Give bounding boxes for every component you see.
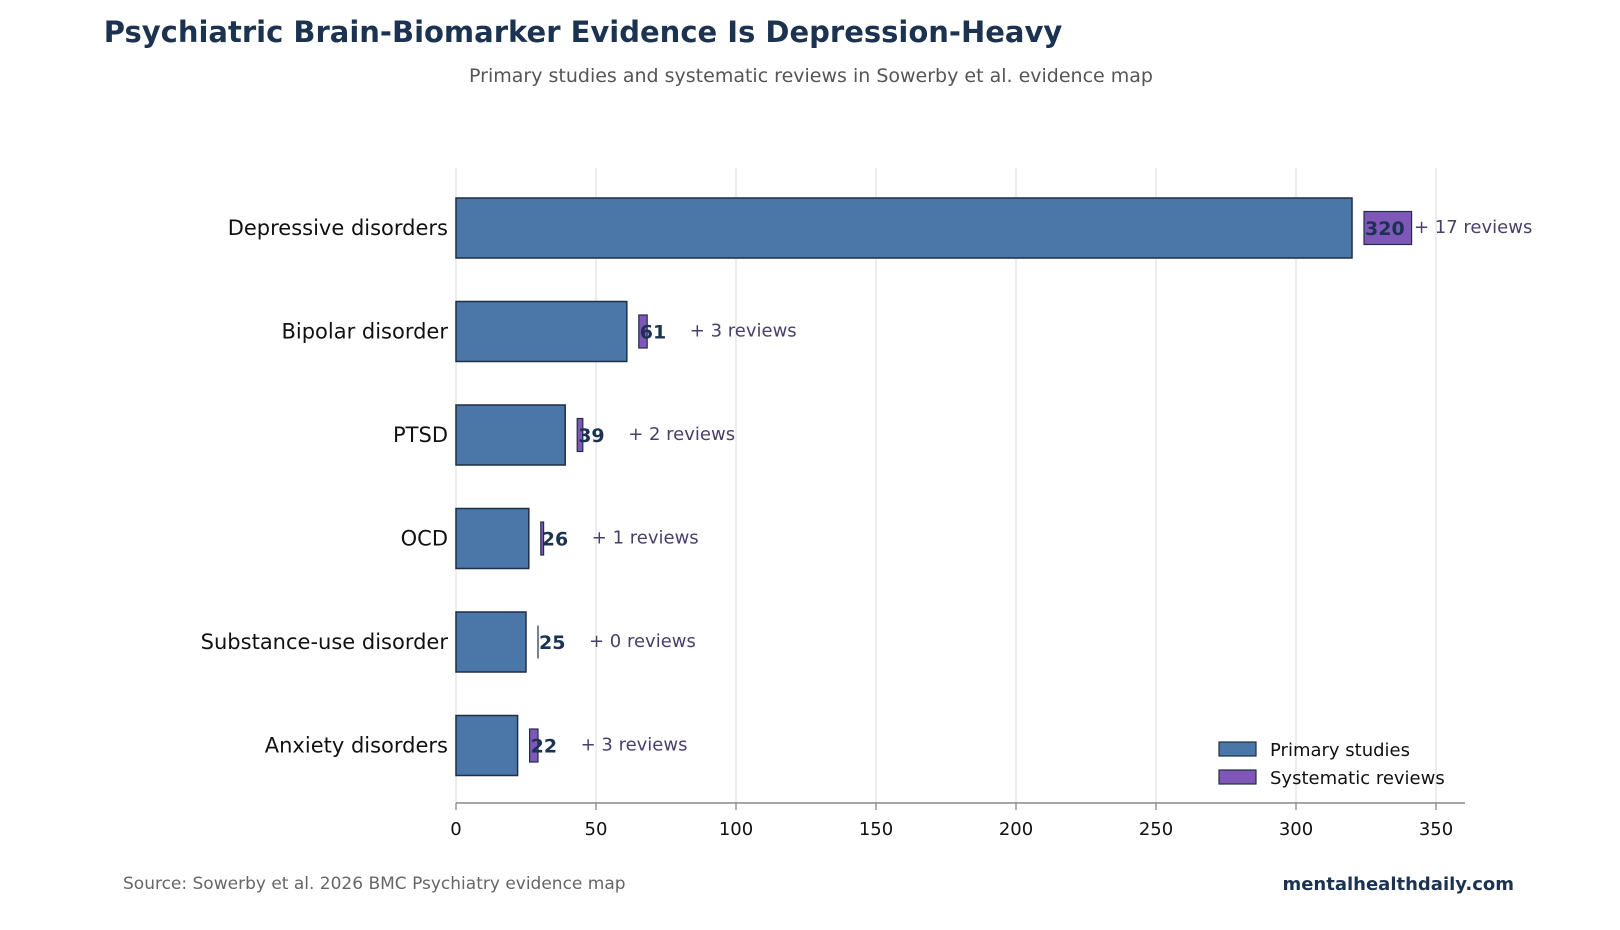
reviews-label: + 2 reviews: [628, 424, 735, 445]
value-label: 26: [542, 529, 568, 551]
bar-primary: [455, 611, 527, 673]
brand-label: mentalhealthdaily.com: [1282, 874, 1514, 895]
value-label: 22: [531, 736, 557, 758]
source-note: Source: Sowerby et al. 2026 BMC Psychiat…: [123, 874, 626, 894]
x-tick-label: 200: [999, 819, 1033, 840]
bar-review: [540, 521, 545, 556]
x-tick-label: 50: [585, 819, 608, 840]
grid-lines: [455, 168, 1437, 803]
x-tick-label: 250: [1139, 819, 1173, 840]
reviews-label: + 3 reviews: [581, 735, 688, 756]
bar-primary: [455, 197, 1353, 259]
bar-primary: [455, 714, 519, 777]
x-tick-label: 100: [719, 819, 753, 840]
legend: Primary studies Systematic reviews: [1218, 740, 1445, 789]
bar-primary: [455, 404, 566, 466]
chart-title: Psychiatric Brain-Biomarker Evidence Is …: [104, 15, 1063, 49]
category-label: OCD: [401, 527, 448, 551]
reviews-label: + 3 reviews: [690, 321, 797, 342]
x-axis: 0 50 100 150 200 250 300 350: [450, 802, 1465, 840]
category-label: Bipolar disorder: [281, 320, 448, 344]
category-label: PTSD: [393, 423, 448, 447]
value-label: 61: [640, 322, 666, 344]
bar-review: [1363, 210, 1413, 246]
value-label: 320: [1365, 218, 1405, 240]
bar-review: [638, 314, 648, 349]
legend-label-reviews: Systematic reviews: [1270, 768, 1445, 789]
chart-subtitle: Primary studies and systematic reviews i…: [469, 65, 1153, 87]
value-label: 39: [578, 425, 604, 447]
bar-primary: [455, 507, 530, 570]
reviews-label: + 0 reviews: [589, 631, 696, 652]
category-label: Substance-use disorder: [201, 630, 449, 654]
x-tick-label: 300: [1279, 819, 1313, 840]
x-tick-label: 150: [859, 819, 893, 840]
legend-swatch-primary: [1218, 741, 1257, 757]
category-label: Anxiety disorders: [265, 734, 448, 758]
bars: [455, 197, 1413, 777]
legend-label-primary: Primary studies: [1270, 740, 1410, 761]
bar-labels: Depressive disorders 320 + 17 reviews Bipol…: [201, 216, 1533, 758]
x-tick-label: 0: [450, 819, 461, 840]
reviews-label: + 1 reviews: [592, 528, 699, 549]
reviews-label: + 17 reviews: [1414, 217, 1532, 238]
bar-review: [576, 417, 584, 453]
category-label: Depressive disorders: [228, 216, 448, 240]
legend-swatch-reviews: [1218, 769, 1257, 785]
bar-primary: [455, 300, 628, 363]
bar-review: [528, 728, 539, 763]
x-tick-label: 350: [1419, 819, 1453, 840]
value-label: 25: [539, 632, 565, 654]
